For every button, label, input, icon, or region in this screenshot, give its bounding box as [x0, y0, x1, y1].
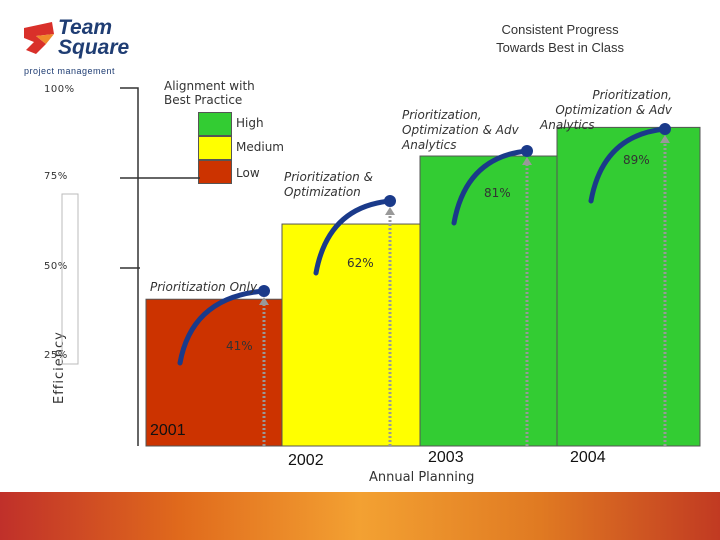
- legend-label-medium: Medium: [236, 140, 284, 154]
- y-tick-50: 50%: [44, 261, 68, 272]
- legend-swatch-low: [198, 160, 232, 184]
- axis-scale-box: [61, 193, 79, 365]
- arrowhead-2002: [385, 207, 395, 215]
- bar-label-2003-line2: Optimization & Adv: [402, 123, 519, 137]
- legend-swatch-medium: [198, 136, 232, 160]
- curve-dot-2004: [659, 123, 671, 135]
- bar-2003: [419, 155, 558, 447]
- bar-2001: [145, 298, 283, 447]
- y-tick-25: 25%: [44, 350, 68, 361]
- bar-label-2002: Prioritization & Optimization: [284, 170, 373, 200]
- bar-2002: [281, 223, 421, 447]
- bar-label-2001-line1: Prioritization Only: [150, 280, 258, 294]
- growth-curve-2001: [177, 288, 267, 366]
- x-axis-subtitle: Annual Planning: [369, 470, 475, 485]
- year-label-2003: 2003: [428, 449, 464, 466]
- bar-label-2004-line1: Prioritization,: [592, 88, 672, 102]
- curve-dot-2003: [521, 145, 533, 157]
- value-label-2003: 81%: [484, 186, 511, 200]
- axis-bracket-100: [120, 87, 139, 446]
- curve-dot-2002: [384, 195, 396, 207]
- year-label-2002: 2002: [288, 452, 324, 469]
- growth-curve-2004: [588, 126, 668, 204]
- legend-label-high: High: [236, 116, 264, 130]
- bar-label-2003-line3: Analytics: [402, 138, 457, 152]
- growth-curve-2003: [451, 148, 530, 226]
- y-tick-75: 75%: [44, 171, 68, 182]
- bar-label-2003-line1: Prioritization,: [402, 108, 482, 122]
- bar-2004: [556, 126, 701, 447]
- legend-swatch-high: [198, 112, 232, 136]
- page-title: Consistent Progress Towards Best in Clas…: [496, 21, 624, 57]
- logo-line1: Team: [58, 16, 113, 39]
- growth-curve-2002: [313, 198, 393, 276]
- efficiency-chart: [61, 87, 701, 447]
- bar-label-2003: Prioritization, Optimization & Adv Analy…: [402, 108, 519, 153]
- value-label-2004: 89%: [623, 153, 650, 167]
- footer-band: [0, 492, 720, 540]
- bar-label-2004-line2: Optimization & Adv: [555, 103, 672, 117]
- logo-name: Team Square: [58, 16, 130, 59]
- legend-title-line1: Alignment with: [164, 79, 255, 93]
- arrowhead-2003: [522, 157, 532, 165]
- arrowhead-2004: [660, 135, 670, 143]
- legend-label-low: Low: [236, 166, 260, 180]
- bar-label-2004-line3: Analytics: [540, 118, 595, 132]
- team-square-logo: Team Square project management: [22, 16, 132, 80]
- year-label-2004: 2004: [570, 449, 606, 466]
- curve-dot-2001: [258, 285, 270, 297]
- bar-label-2002-line1: Prioritization &: [284, 170, 373, 184]
- year-label-2001: 2001: [150, 422, 186, 439]
- legend-title-line2: Best Practice: [164, 93, 243, 107]
- bar-label-2002-line2: Optimization: [284, 185, 361, 199]
- y-tick-100: 100%: [44, 84, 75, 95]
- arrowhead-2001: [259, 297, 269, 305]
- value-label-2001: 41%: [226, 339, 253, 353]
- title-line2: Towards Best in Class: [496, 40, 624, 55]
- legend-title: Alignment with Best Practice: [164, 79, 255, 107]
- logo-mark-icon: [24, 22, 54, 54]
- title-line1: Consistent Progress: [501, 22, 619, 37]
- bar-label-2001: Prioritization Only: [150, 280, 257, 295]
- logo-line2: Square: [58, 36, 130, 59]
- value-label-2002: 62%: [347, 256, 374, 270]
- logo-tagline: project management: [24, 66, 116, 76]
- bar-label-2004: Prioritization, Optimization & Adv Analy…: [540, 88, 672, 133]
